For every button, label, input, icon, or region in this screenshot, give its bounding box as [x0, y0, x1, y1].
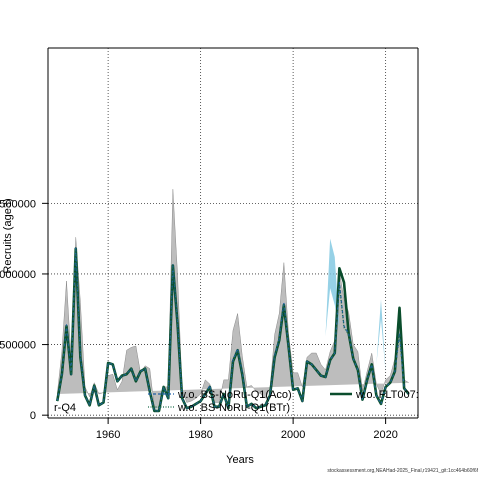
series-line-1	[56, 247, 410, 412]
x-tick-label-3: 2020	[373, 429, 397, 441]
legend-label-3: w.o. FLT007:	[355, 389, 419, 401]
x-axis-label: Years	[226, 454, 254, 466]
footer-source: stockassessment.org,NEAHad-2025_Final,r1…	[327, 468, 478, 474]
y-axis-label: Recruits (age3)	[2, 198, 14, 273]
y-tick-label-1: 500000	[0, 340, 36, 352]
alt-band-2008	[325, 238, 340, 337]
legend-label-1: w.o. BS-NoRu-Q1(Aco)	[177, 389, 292, 401]
plot-area: 1960 1980 2000 2020 0 500000 1000000 1500000	[0, 47, 419, 441]
legend: r-Q4 w.o. BS-NoRu-Q1(Aco)w.o. BS-NoRu-Q1(…	[54, 389, 419, 414]
y-tick-label-3: 1500000	[0, 198, 36, 210]
x-tick-label-0: 1960	[96, 429, 120, 441]
alt-band-2019	[376, 299, 386, 373]
y-tick-label-2: 1000000	[0, 269, 36, 281]
legend-label-0: r-Q4	[54, 402, 76, 414]
legend-label-2: w.o. BS-NoRu-Q1(BTr)	[177, 402, 290, 414]
x-tick-label-2: 2000	[281, 429, 305, 441]
y-tick-label-0: 0	[30, 410, 36, 422]
x-tick-label-1: 1980	[188, 429, 212, 441]
confidence-band	[57, 189, 409, 409]
